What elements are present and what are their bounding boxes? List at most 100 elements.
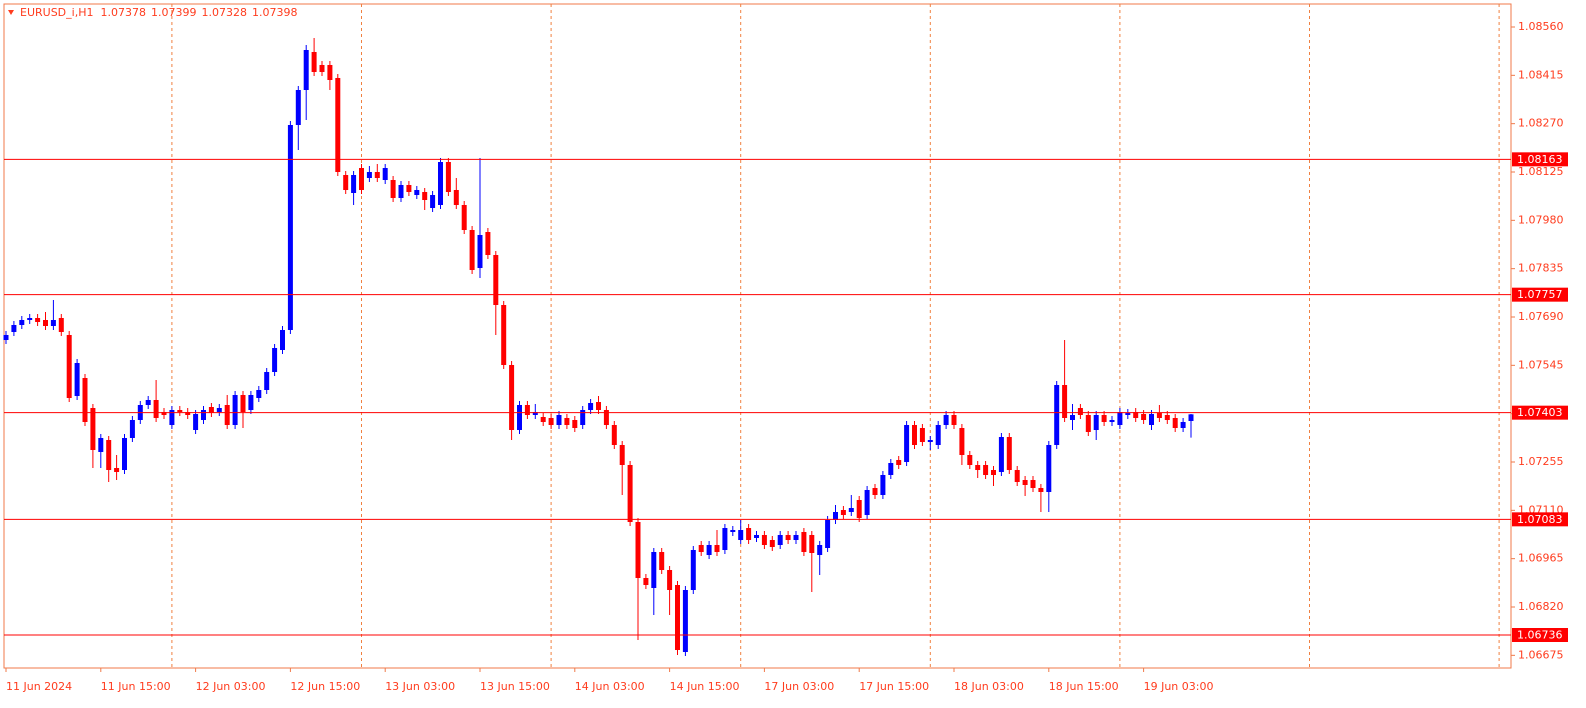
candle-body (730, 530, 736, 532)
candle-body (50, 320, 56, 326)
candle-body (809, 535, 815, 553)
level-tag (1512, 628, 1568, 642)
candle-body (208, 407, 214, 413)
candle-body (303, 50, 309, 90)
candle-body (888, 463, 894, 475)
last-open: 1.07378 (100, 6, 146, 19)
candle-body (287, 125, 293, 330)
candle-body (690, 550, 696, 590)
candle-body (335, 78, 341, 172)
candle-body (1038, 488, 1044, 492)
candle-body (864, 490, 870, 515)
x-tick-label: 17 Jun 15:00 (859, 680, 929, 693)
x-tick-label: 12 Jun 03:00 (196, 680, 266, 693)
last-high: 1.07399 (151, 6, 197, 19)
candle-body (232, 395, 238, 425)
candle-body (430, 195, 436, 208)
last-close: 1.07398 (252, 6, 298, 19)
candle-body (872, 488, 878, 495)
candle-body (82, 378, 88, 422)
candle-body (216, 408, 222, 412)
y-tick-label: 1.06965 (1518, 552, 1564, 565)
candle-body (682, 590, 688, 652)
candle-body (793, 535, 799, 540)
candle-body (280, 330, 285, 350)
candle-body (769, 540, 775, 547)
symbol: EURUSD_i,H1 (20, 6, 93, 19)
level-label: 1.07757 (1517, 288, 1563, 301)
candle-body (1188, 414, 1194, 421)
candle-body (129, 420, 135, 438)
candle-body (1156, 413, 1162, 418)
candle-body (185, 412, 191, 415)
candle-body (785, 535, 791, 540)
candle-body (1022, 480, 1028, 485)
candle-body (145, 400, 151, 405)
candle-body (27, 318, 33, 320)
candle-body (106, 440, 112, 470)
candle-body (272, 348, 278, 372)
y-tick-label: 1.06675 (1518, 648, 1564, 661)
x-tick-label: 13 Jun 15:00 (480, 680, 550, 693)
y-tick-label: 1.08415 (1518, 68, 1564, 81)
candle-body (651, 552, 657, 588)
y-tick-label: 1.07545 (1518, 358, 1564, 371)
candle-body (667, 570, 673, 590)
candle-body (374, 172, 380, 178)
candle-body (58, 318, 64, 332)
candle-body (461, 205, 467, 230)
x-tick-label: 19 Jun 03:00 (1144, 680, 1214, 693)
candle-body (193, 414, 199, 430)
candle-body (572, 420, 578, 428)
candle-body (603, 410, 609, 425)
plot-frame (3, 3, 1512, 669)
candle-body (43, 320, 48, 326)
y-tick-label: 1.07835 (1518, 262, 1564, 275)
candle-body (1046, 445, 1052, 492)
candle-body (1030, 480, 1036, 488)
candle-body (1141, 414, 1147, 420)
candle-body (777, 535, 783, 545)
candle-body (224, 405, 230, 425)
y-tick-label: 1.07690 (1518, 310, 1564, 323)
candle-body (943, 415, 949, 425)
candle-body (445, 162, 451, 192)
candle-body (398, 185, 404, 198)
candle-body (1101, 415, 1107, 422)
candle-body (485, 232, 491, 255)
candle-body (659, 552, 665, 570)
candle-body (998, 437, 1004, 472)
x-tick-label: 14 Jun 03:00 (575, 680, 645, 693)
candle-body (532, 412, 538, 415)
candle-body (722, 528, 728, 550)
candle-body (35, 318, 41, 322)
y-tick-label: 1.08125 (1518, 165, 1564, 178)
candle-body (422, 192, 428, 200)
candle-body (390, 180, 396, 198)
candle-body (1180, 422, 1186, 428)
candle-body (438, 162, 443, 205)
candle-body (311, 52, 317, 72)
candle-body (161, 412, 167, 415)
candle-body (880, 475, 886, 495)
candle-body (919, 428, 925, 442)
y-tick-label: 1.07980 (1518, 213, 1564, 226)
candle-body (991, 470, 996, 475)
candle-body (256, 390, 262, 398)
candle-body (1014, 470, 1020, 482)
candle-body (580, 410, 586, 425)
candle-body (761, 535, 767, 545)
candle-body (169, 410, 175, 425)
level-tag (1512, 152, 1568, 167)
candle-body (1109, 420, 1115, 422)
level-label: 1.07083 (1517, 513, 1563, 526)
candle-body (825, 520, 831, 548)
level-tag (1512, 512, 1568, 527)
candle-body (619, 445, 625, 465)
candle-body (114, 468, 120, 472)
candle-body (66, 335, 72, 398)
candle-body (1062, 385, 1068, 418)
candle-body (588, 403, 594, 410)
candle-body (611, 425, 617, 445)
